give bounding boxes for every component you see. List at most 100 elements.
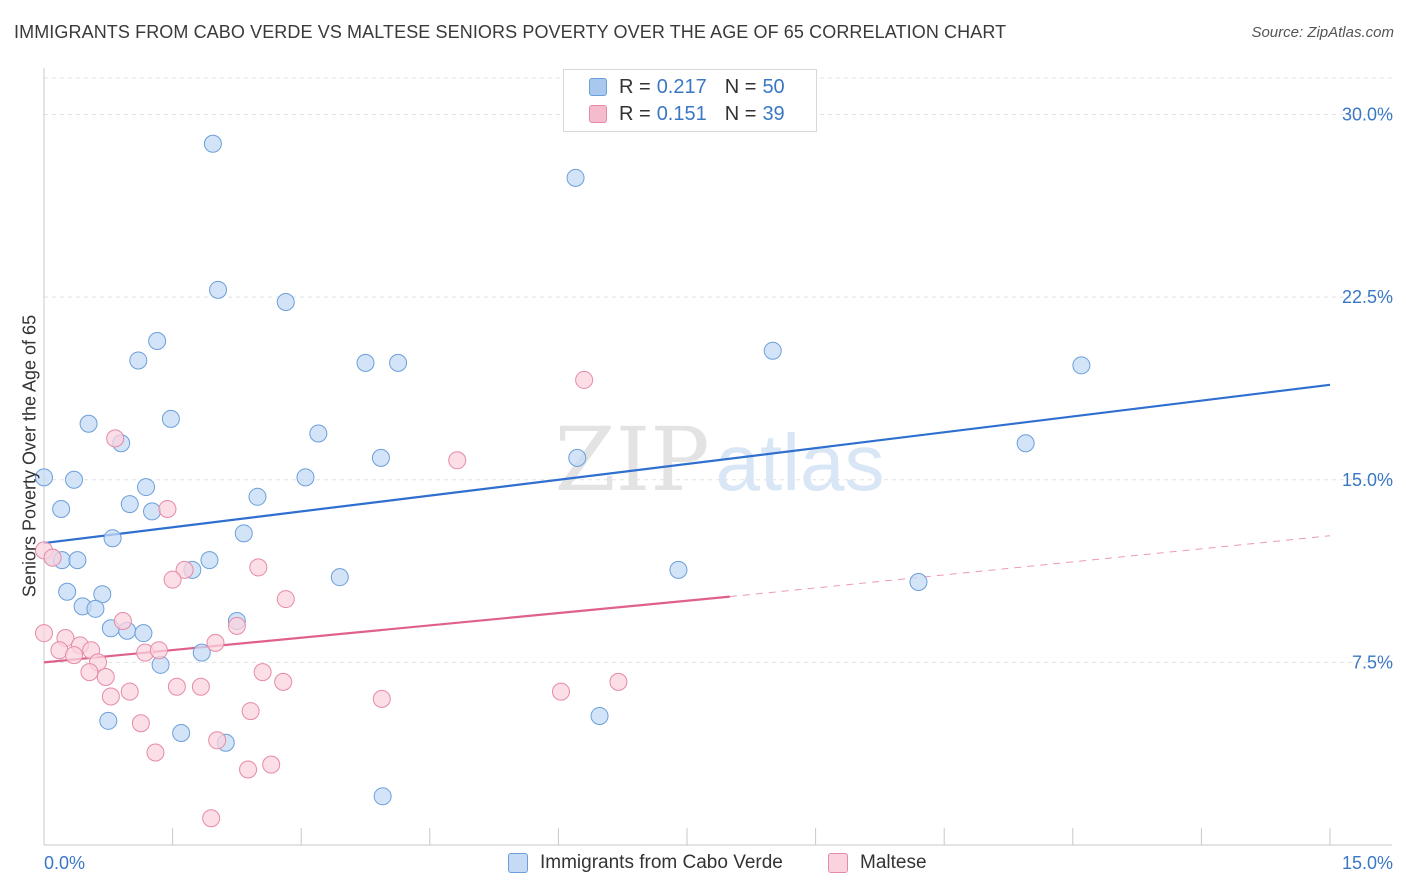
x-tick-label: 15.0% [1342,853,1393,873]
legend-n-value: 50 [762,75,785,98]
legend-row-cabo-verde: R = 0.217 N = 50 [589,76,785,98]
y-tick-label: 22.5% [1342,287,1393,307]
data-point [202,809,221,828]
bottom-legend-swatch-maltese [828,853,848,873]
data-point [239,760,258,779]
data-point [330,568,349,587]
chart-title: IMMIGRANTS FROM CABO VERDE VS MALTESE SE… [14,22,1007,42]
data-point [43,548,62,567]
data-point [68,551,87,570]
legend-n-value: 39 [762,102,785,125]
data-point [227,616,246,635]
data-point [248,487,267,506]
data-point [206,633,225,652]
data-point [253,663,272,682]
data-point [1016,434,1035,453]
source-label: Source: ZipAtlas.com [1251,24,1394,41]
data-point [309,424,328,443]
tick-labels: 7.5% 15.0% 22.5% 30.0% 0.0% 15.0% [44,105,1393,873]
data-point [120,495,139,514]
data-point [372,689,391,708]
data-point [99,711,118,730]
bottom-legend-label-maltese: Maltese [860,852,927,873]
data-point [137,478,156,497]
data-point [203,134,222,153]
data-point [93,585,112,604]
data-point [172,723,191,742]
series-cabo-verde [35,134,1091,806]
grid-lines [44,77,1392,663]
data-point [58,582,77,601]
data-point [296,468,315,487]
data-point [208,731,227,750]
data-point [209,280,228,299]
data-point [276,590,295,609]
data-point [148,331,167,350]
trend-line-extension-maltese [729,535,1331,598]
data-point [161,409,180,428]
data-point [200,551,219,570]
axes [43,68,1392,846]
stats-legend: R = 0.217 N = 50 R = 0.151 N = 39 [563,69,817,132]
legend-row-maltese: R = 0.151 N = 39 [589,103,785,125]
data-point [65,646,84,665]
data-point [262,755,281,774]
data-point [113,611,132,630]
legend-r-label: R = [619,102,651,125]
data-point [96,667,115,686]
data-point [191,677,210,696]
data-point [241,702,260,721]
y-tick-label: 7.5% [1352,652,1393,672]
data-point [763,341,782,360]
y-tick-label: 15.0% [1342,470,1393,490]
data-point [356,353,375,372]
data-point [1072,356,1091,375]
data-point [448,451,467,470]
data-point [79,414,98,433]
data-point [373,787,392,806]
y-axis-label: Seniors Poverty Over the Age of 65 [19,314,40,598]
data-point [106,429,125,448]
data-point [35,468,53,487]
legend-n-label: N = [724,102,757,125]
data-point [575,370,594,389]
bottom-legend-label-cabo-verde: Immigrants from Cabo Verde [540,852,783,873]
data-point [146,743,165,762]
data-point [65,470,84,489]
data-point [134,624,153,643]
data-point [101,687,120,706]
data-point [143,502,162,521]
legend-r-label: R = [619,75,651,98]
series-maltese [35,370,628,828]
legend-n-label: N = [724,75,757,98]
data-point [389,353,408,372]
data-point [158,499,177,518]
legend-swatch-maltese [589,105,607,123]
data-point [167,677,186,696]
data-point [234,524,253,543]
data-point [551,682,570,701]
data-point [249,558,268,577]
data-point [120,682,139,701]
data-point [590,706,609,725]
legend-swatch-cabo-verde [589,78,607,96]
data-point [129,351,148,370]
data-points [35,134,1091,828]
x-tick-label: 0.0% [44,853,85,873]
data-point [274,672,293,691]
data-point [52,499,71,518]
data-point [192,643,211,662]
data-point [86,599,105,618]
data-point [163,570,182,589]
watermark: ZIP atlas [554,408,884,511]
legend-r-value: 0.217 [656,75,707,98]
data-point [80,663,99,682]
data-point [103,529,122,548]
data-point [371,448,390,467]
trend-line-cabo-verde [43,383,1331,545]
data-point [566,168,585,187]
y-tick-label: 30.0% [1342,105,1393,125]
data-point [175,560,194,579]
legend-r-value: 0.151 [656,102,707,125]
